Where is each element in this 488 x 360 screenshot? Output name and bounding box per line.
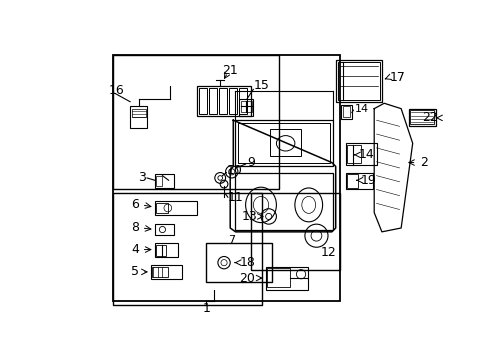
Bar <box>346 145 360 163</box>
Text: 11: 11 <box>227 191 243 204</box>
Text: 19: 19 <box>360 174 376 187</box>
Bar <box>239 88 246 114</box>
Text: 13: 13 <box>241 210 257 223</box>
Text: 6: 6 <box>131 198 139 211</box>
Text: 16: 16 <box>108 85 123 98</box>
Bar <box>337 62 379 100</box>
Text: 9: 9 <box>246 156 255 169</box>
Text: 1: 1 <box>202 302 210 315</box>
Bar <box>113 55 278 189</box>
Text: 21: 21 <box>222 64 238 77</box>
Bar <box>209 88 217 114</box>
Bar <box>241 101 251 112</box>
Bar <box>408 109 435 126</box>
Text: 10: 10 <box>226 164 242 177</box>
Text: 20: 20 <box>239 271 254 284</box>
Bar <box>265 266 307 289</box>
Bar <box>197 86 250 116</box>
Bar <box>156 203 167 213</box>
Text: 22: 22 <box>422 111 437 125</box>
Bar <box>154 174 174 188</box>
Text: 7: 7 <box>227 235 235 244</box>
Bar <box>156 245 165 256</box>
Text: 14: 14 <box>358 148 374 161</box>
Text: 17: 17 <box>389 71 405 84</box>
Text: 4: 4 <box>131 243 139 256</box>
Bar <box>341 105 351 119</box>
Text: 14: 14 <box>354 104 368 114</box>
Bar <box>250 193 339 270</box>
Text: 3: 3 <box>137 171 145 184</box>
Bar <box>156 176 162 186</box>
Bar <box>130 106 147 128</box>
Bar <box>113 193 261 305</box>
Bar <box>151 265 182 279</box>
Bar <box>152 266 167 277</box>
Bar <box>345 172 373 189</box>
Bar <box>266 268 290 287</box>
Bar <box>345 143 376 165</box>
Bar <box>206 243 271 282</box>
Bar <box>234 172 333 230</box>
Text: 18: 18 <box>239 256 255 269</box>
Bar <box>113 55 339 301</box>
Bar <box>154 243 178 257</box>
Bar <box>234 120 333 166</box>
Bar <box>131 109 145 117</box>
Text: 2: 2 <box>420 156 427 169</box>
Bar <box>346 174 357 188</box>
Bar <box>154 201 197 215</box>
Bar <box>154 224 174 235</box>
Bar <box>199 88 207 114</box>
Bar <box>335 60 381 103</box>
Text: 8: 8 <box>131 221 139 234</box>
Bar <box>238 123 329 163</box>
Text: 5: 5 <box>131 265 139 278</box>
Bar <box>270 130 301 156</box>
Bar <box>239 99 253 116</box>
Bar <box>409 110 433 124</box>
Text: 15: 15 <box>253 79 268 92</box>
Bar <box>219 88 226 114</box>
Text: 12: 12 <box>320 246 335 259</box>
Bar <box>342 106 349 117</box>
Bar <box>229 88 237 114</box>
